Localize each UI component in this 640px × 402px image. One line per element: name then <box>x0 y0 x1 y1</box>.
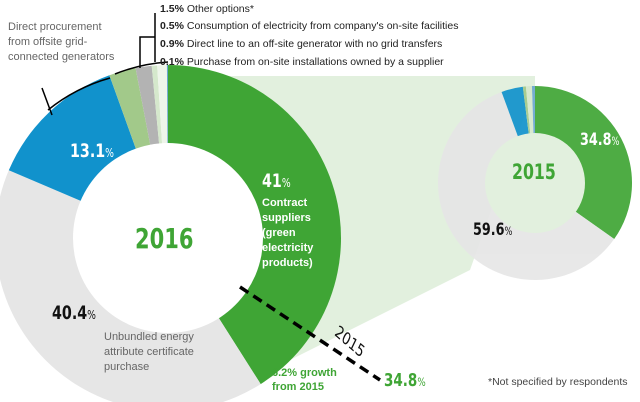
growth-label: 6.2% growth from 2015 <box>272 367 337 393</box>
legend-bracket <box>114 13 169 75</box>
legend-item: 0.5% Consumption of electricity from com… <box>160 20 459 32</box>
green-2015-pct: 34.8% <box>580 130 620 150</box>
inner-2016 <box>73 143 263 333</box>
inner-2015 <box>485 133 585 233</box>
direct-bracket <box>41 77 111 116</box>
green-label: Contract suppliers (green electricity pr… <box>262 197 314 269</box>
year-2015: 2015 <box>512 160 556 184</box>
year-2016: 2016 <box>135 222 194 255</box>
blue-pct: 13.1% <box>70 140 114 162</box>
gray-pct: 40.4% <box>52 302 96 324</box>
legend-item: 1.5% Other options* <box>160 3 254 15</box>
donut-2015-slice <box>535 86 632 240</box>
dashed-line <box>239 285 381 382</box>
green-pct: 41% <box>262 170 291 192</box>
dash-value: 34.8% <box>384 370 426 391</box>
direct-label: Direct procurement from offsite grid-con… <box>8 21 115 63</box>
footnote: *Not specified by respondents <box>488 376 628 388</box>
legend-item: 0.9% Direct line to an off-site generato… <box>160 38 443 50</box>
legend-item: 0.1% Purchase from on-site installations… <box>160 56 444 68</box>
gray-label: Unbundled energy attribute certificate p… <box>104 331 194 373</box>
gray-2015-pct: 59.6% <box>473 220 513 240</box>
